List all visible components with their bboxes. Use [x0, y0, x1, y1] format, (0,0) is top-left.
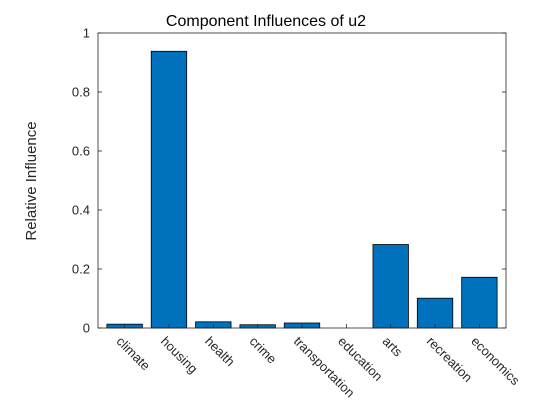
x-tick-label-economics: economics	[468, 334, 523, 389]
x-tick-label-housing: housing	[158, 334, 201, 377]
y-axis: 0 0.2 0.4 0.6 0.8 1	[72, 26, 506, 336]
x-axis: climate housing health crime transportatione…	[113, 324, 523, 400]
x-tick-label-health: health	[202, 334, 238, 370]
bar-recreation	[416, 297, 454, 329]
bars-group	[106, 50, 498, 329]
bar-arts	[372, 244, 409, 329]
x-tick-label-recreation: recreation	[424, 334, 475, 385]
x-tick-label-climate: climate	[113, 334, 153, 374]
chart-title: Component Influences of u2	[166, 13, 366, 30]
y-tick-label: 0.8	[72, 85, 90, 100]
y-tick-label: 0	[83, 321, 90, 336]
y-tick-label: 1	[83, 26, 90, 41]
y-tick-label: 0.2	[72, 262, 90, 277]
y-tick-label: 0.6	[72, 144, 90, 159]
y-tick-label: 0.4	[72, 203, 90, 218]
bar-housing	[150, 50, 188, 329]
y-axis-label: Relative Influence	[23, 121, 40, 240]
bar-economics	[461, 276, 498, 329]
x-tick-label-crime: crime	[247, 334, 280, 367]
x-tick-label-arts: arts	[380, 334, 406, 360]
